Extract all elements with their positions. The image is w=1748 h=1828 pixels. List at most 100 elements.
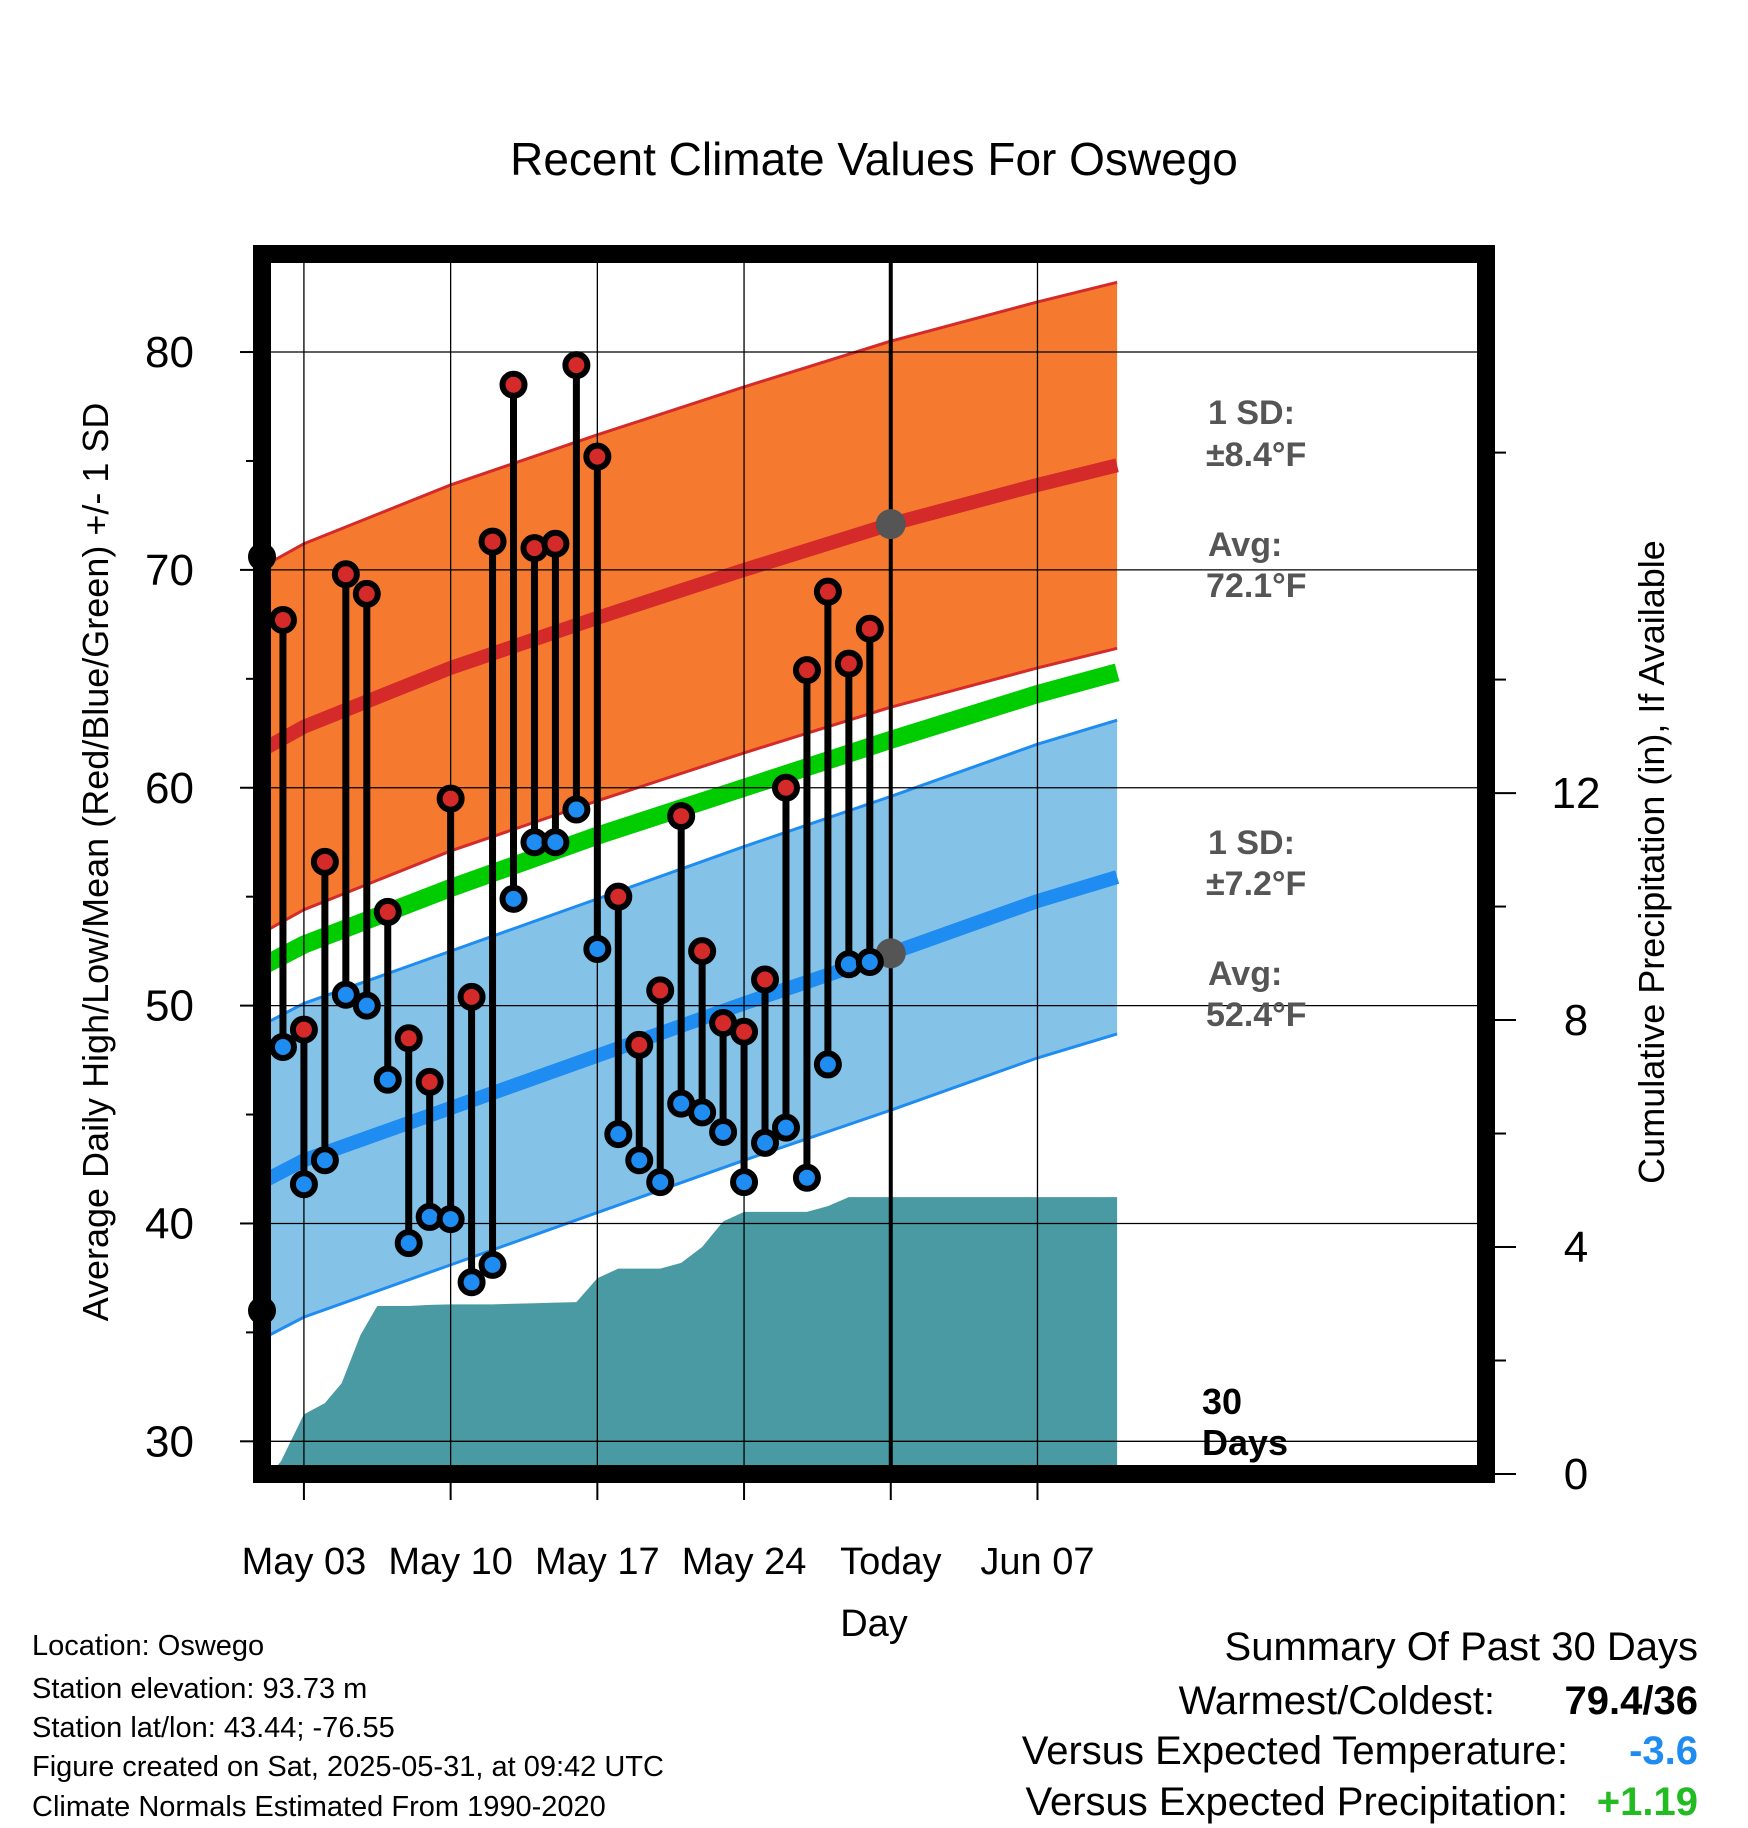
daily-high-point	[436, 784, 465, 813]
y-right-tick-label: 12	[1552, 769, 1601, 818]
x-tick-label: May 24	[682, 1541, 807, 1583]
low-avg-label: Avg:	[1208, 955, 1282, 993]
daily-low-point	[625, 1146, 654, 1175]
daily-low-point	[583, 934, 612, 963]
high-sd-label: 1 SD:	[1208, 394, 1295, 432]
daily-low-point	[373, 1065, 402, 1094]
data-marks	[248, 351, 906, 1325]
daily-high-point	[813, 577, 842, 606]
summary-warm-cold-value: 79.4/36	[1565, 1679, 1698, 1723]
x-axis-title: Day	[840, 1603, 908, 1645]
high-sd-band-upper	[262, 280, 1118, 569]
daily-high-point	[604, 882, 633, 911]
daily-high-point	[289, 1015, 318, 1044]
summary-precip-label: Versus Expected Precipitation:	[1025, 1780, 1568, 1824]
plot-frame	[253, 245, 1495, 1483]
axes: 30 40 50 60 70 80 0 4 8 12 May 03 May 10 May 17 May 2…	[145, 328, 1600, 1583]
daily-low-point	[646, 1168, 675, 1197]
x-tick-label: May 10	[388, 1541, 513, 1583]
high-avg-line	[262, 458, 1119, 759]
daily-high-point	[771, 773, 800, 802]
daily-high-point	[688, 937, 717, 966]
plot-area	[262, 280, 1120, 1474]
daily-low-point	[289, 1170, 318, 1199]
y-right-tick-label: 4	[1564, 1223, 1588, 1272]
low-annotations: 1 SD: ±7.2°F Avg: 52.4°F	[1206, 824, 1307, 1034]
info-location: Location: Oswego	[32, 1630, 264, 1662]
summary-title: Summary Of Past 30 Days	[1225, 1625, 1698, 1669]
daily-low-point	[499, 884, 528, 913]
daily-high-point	[792, 656, 821, 685]
chart-title: Recent Climate Values For Oswego	[510, 133, 1238, 185]
y-left-tick-label: 30	[145, 1417, 194, 1466]
daily-low-point	[792, 1163, 821, 1192]
today-days-label-line: 30	[1202, 1381, 1242, 1422]
daily-high-point	[331, 560, 360, 589]
daily-high-point	[310, 847, 339, 876]
x-tick-label: Jun 07	[980, 1541, 1094, 1583]
daily-low-point	[310, 1146, 339, 1175]
precip-area	[262, 1197, 1118, 1474]
daily-low-point	[436, 1205, 465, 1234]
daily-low-point	[457, 1268, 486, 1297]
y-right-tick-label: 0	[1564, 1450, 1588, 1499]
daily-low-point	[352, 991, 381, 1020]
daily-high-point	[625, 1030, 654, 1059]
today-high-avg-marker	[875, 509, 906, 540]
daily-low-point	[688, 1098, 717, 1127]
daily-high-point	[373, 897, 402, 926]
high-avg-value: 72.1°F	[1206, 567, 1307, 605]
daily-high-point	[730, 1017, 759, 1046]
info-latlon: Station lat/lon: 43.44; -76.55	[32, 1712, 395, 1744]
daily-high-point	[855, 614, 884, 643]
y-left-tick-label: 40	[145, 1199, 194, 1248]
y-left-tick-label: 60	[145, 764, 194, 813]
daily-high-point	[751, 965, 780, 994]
daily-low-point	[730, 1168, 759, 1197]
daily-low-point	[604, 1120, 633, 1149]
daily-low-point	[751, 1128, 780, 1157]
y-axis-right-title: Cumulative Precipitation (in), If Availa…	[1631, 540, 1672, 1184]
daily-high-point	[583, 442, 612, 471]
y-right-tick-label: 8	[1564, 996, 1588, 1045]
summary-warm-cold-label: Warmest/Coldest:	[1179, 1679, 1495, 1723]
daily-high-point	[415, 1067, 444, 1096]
high-sd-band	[262, 282, 1118, 934]
daily-high-point	[352, 579, 381, 608]
daily-low-point	[771, 1113, 800, 1142]
daily-low-point	[268, 1033, 297, 1061]
x-tick-label: May 03	[242, 1541, 367, 1583]
low-sd-label: 1 SD:	[1208, 824, 1295, 862]
info-normals: Climate Normals Estimated From 1990-2020	[32, 1791, 606, 1823]
daily-high-point	[478, 527, 507, 556]
daily-high-point	[394, 1024, 423, 1053]
daily-low-point	[541, 828, 570, 857]
daily-high-point	[562, 351, 591, 380]
low-sd-value: ±7.2°F	[1206, 865, 1306, 903]
daily-high-point	[457, 982, 486, 1011]
info-elevation: Station elevation: 93.73 m	[32, 1673, 367, 1705]
summary-panel: Summary Of Past 30 Days Warmest/Coldest:…	[1022, 1625, 1698, 1824]
station-info: Location: Oswego Station elevation: 93.7…	[32, 1630, 664, 1823]
today-days-label: 30 Days	[1202, 1381, 1288, 1463]
daily-high-point	[667, 802, 696, 831]
high-avg-label: Avg:	[1208, 526, 1282, 564]
high-annotations: 1 SD: ±8.4°F Avg: 72.1°F	[1206, 394, 1307, 605]
daily-high-point	[646, 976, 675, 1005]
summary-temp-value: -3.6	[1629, 1729, 1698, 1773]
daily-low-point	[394, 1229, 423, 1258]
y-left-tick-label: 70	[145, 546, 194, 595]
daily-low-point	[562, 795, 591, 824]
x-tick-label: Today	[840, 1541, 941, 1583]
y-left-tick-label: 80	[145, 328, 194, 377]
x-tick-label: May 17	[535, 1541, 660, 1583]
high-sd-value: ±8.4°F	[1206, 436, 1306, 474]
daily-low-point	[331, 980, 360, 1009]
daily-low-point	[813, 1050, 842, 1079]
daily-low-point	[478, 1250, 507, 1279]
summary-precip-value: +1.19	[1597, 1780, 1698, 1824]
daily-high-point	[499, 370, 528, 399]
daily-low-point	[709, 1117, 738, 1146]
y-left-tick-label: 50	[145, 982, 194, 1031]
